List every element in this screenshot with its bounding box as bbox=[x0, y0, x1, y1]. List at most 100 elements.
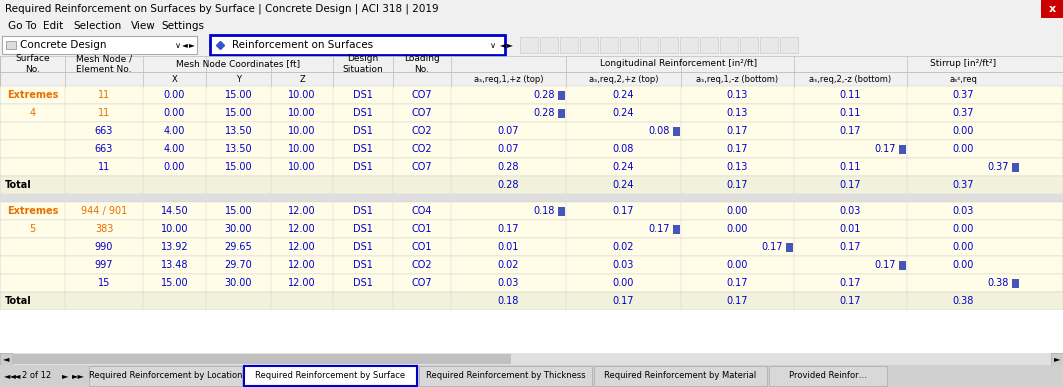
Bar bbox=[600, 37, 618, 53]
Text: 12.00: 12.00 bbox=[288, 242, 316, 252]
Text: aₛ,req,1,-z (bottom): aₛ,req,1,-z (bottom) bbox=[696, 75, 778, 84]
Bar bbox=[673, 224, 680, 233]
Bar bbox=[560, 37, 578, 53]
Bar bbox=[899, 260, 906, 269]
Text: 12.00: 12.00 bbox=[288, 260, 316, 270]
Bar bbox=[769, 366, 887, 386]
Text: Y: Y bbox=[236, 75, 241, 84]
Text: 10.00: 10.00 bbox=[161, 224, 188, 234]
Text: 5: 5 bbox=[30, 224, 36, 234]
Text: 0.00: 0.00 bbox=[164, 108, 185, 118]
Text: ►: ► bbox=[62, 372, 68, 380]
Text: X: X bbox=[171, 75, 178, 84]
Text: DS1: DS1 bbox=[353, 260, 373, 270]
Bar bbox=[899, 144, 906, 154]
Text: 0.37: 0.37 bbox=[952, 90, 975, 100]
Bar bbox=[540, 37, 558, 53]
Bar bbox=[0, 202, 1063, 220]
Text: 12.00: 12.00 bbox=[288, 278, 316, 288]
Text: Settings: Settings bbox=[161, 21, 204, 31]
Text: DS1: DS1 bbox=[353, 144, 373, 154]
Text: 0.17: 0.17 bbox=[875, 144, 896, 154]
Bar bbox=[620, 37, 638, 53]
Text: 15.00: 15.00 bbox=[224, 90, 252, 100]
Text: 0.38: 0.38 bbox=[952, 296, 974, 306]
Text: 4.00: 4.00 bbox=[164, 126, 185, 136]
Bar bbox=[558, 108, 566, 118]
Bar bbox=[0, 56, 1063, 72]
Text: 0.17: 0.17 bbox=[840, 126, 861, 136]
Bar bbox=[0, 353, 1063, 365]
Text: 0.18: 0.18 bbox=[497, 296, 519, 306]
Bar bbox=[701, 37, 718, 53]
Text: Required Reinforcement on Surfaces by Surface | Concrete Design | ACI 318 | 2019: Required Reinforcement on Surfaces by Su… bbox=[5, 4, 439, 14]
Text: 12.00: 12.00 bbox=[288, 206, 316, 216]
Text: Mesh Node /
Element No.: Mesh Node / Element No. bbox=[75, 54, 132, 74]
Text: 0.28: 0.28 bbox=[497, 180, 519, 190]
Text: CO2: CO2 bbox=[411, 144, 433, 154]
Text: Required Reinforcement by Location: Required Reinforcement by Location bbox=[88, 372, 242, 380]
Text: 15: 15 bbox=[98, 278, 111, 288]
Text: 12.00: 12.00 bbox=[288, 224, 316, 234]
Text: Selection: Selection bbox=[73, 21, 122, 31]
Text: Required Reinforcement by Material: Required Reinforcement by Material bbox=[605, 372, 757, 380]
Text: 0.17: 0.17 bbox=[840, 296, 861, 306]
Text: 0.00: 0.00 bbox=[952, 126, 974, 136]
Text: 0.03: 0.03 bbox=[612, 260, 635, 270]
Text: 0.08: 0.08 bbox=[648, 126, 670, 136]
Text: 0.02: 0.02 bbox=[612, 242, 635, 252]
Bar bbox=[0, 122, 1063, 140]
Text: 0.17: 0.17 bbox=[727, 180, 748, 190]
Text: ◄: ◄ bbox=[3, 354, 10, 363]
Text: aₛ,req,1,+z (top): aₛ,req,1,+z (top) bbox=[474, 75, 543, 84]
Text: 0.13: 0.13 bbox=[727, 90, 748, 100]
Text: 0.17: 0.17 bbox=[727, 126, 748, 136]
Bar bbox=[640, 37, 658, 53]
Text: CO4: CO4 bbox=[411, 206, 433, 216]
Text: Surface
No.: Surface No. bbox=[15, 54, 50, 74]
Bar bbox=[0, 140, 1063, 158]
Text: ►►: ►► bbox=[72, 372, 85, 380]
Text: CO7: CO7 bbox=[411, 162, 433, 172]
Bar bbox=[680, 37, 698, 53]
Text: Total: Total bbox=[5, 296, 32, 306]
Text: ►: ► bbox=[189, 41, 195, 50]
Text: 0.17: 0.17 bbox=[840, 278, 861, 288]
Bar bbox=[558, 91, 566, 99]
Text: 30.00: 30.00 bbox=[224, 224, 252, 234]
Text: 0.37: 0.37 bbox=[952, 108, 975, 118]
Bar bbox=[740, 37, 758, 53]
Text: DS1: DS1 bbox=[353, 90, 373, 100]
Text: 0.00: 0.00 bbox=[952, 260, 974, 270]
Text: ∨: ∨ bbox=[490, 41, 496, 50]
Text: DS1: DS1 bbox=[353, 242, 373, 252]
Text: Stirrup [in²/ft²]: Stirrup [in²/ft²] bbox=[930, 60, 997, 68]
Bar bbox=[0, 353, 12, 365]
Text: 0.24: 0.24 bbox=[612, 162, 635, 172]
Text: 997: 997 bbox=[95, 260, 114, 270]
Text: 0.01: 0.01 bbox=[497, 242, 519, 252]
Bar bbox=[210, 35, 505, 55]
Text: Z: Z bbox=[299, 75, 305, 84]
Text: 15.00: 15.00 bbox=[224, 162, 252, 172]
Text: 10.00: 10.00 bbox=[288, 162, 316, 172]
Bar bbox=[558, 207, 566, 216]
Text: 944 / 901: 944 / 901 bbox=[81, 206, 128, 216]
Text: 30.00: 30.00 bbox=[224, 278, 252, 288]
Text: x: x bbox=[1048, 4, 1056, 14]
Text: ►: ► bbox=[1053, 354, 1060, 363]
Text: 990: 990 bbox=[95, 242, 113, 252]
Bar bbox=[0, 256, 1063, 274]
Text: 0.07: 0.07 bbox=[497, 144, 519, 154]
Text: 0.02: 0.02 bbox=[497, 260, 519, 270]
Bar bbox=[0, 176, 1063, 194]
Text: 0.18: 0.18 bbox=[534, 206, 555, 216]
Text: Concrete Design: Concrete Design bbox=[20, 40, 106, 50]
Bar bbox=[12, 354, 511, 364]
Text: 0.11: 0.11 bbox=[840, 162, 861, 172]
Text: 0.00: 0.00 bbox=[952, 242, 974, 252]
Text: 0.11: 0.11 bbox=[840, 108, 861, 118]
Bar bbox=[0, 158, 1063, 176]
Bar bbox=[0, 18, 1063, 34]
Bar bbox=[0, 72, 1063, 86]
